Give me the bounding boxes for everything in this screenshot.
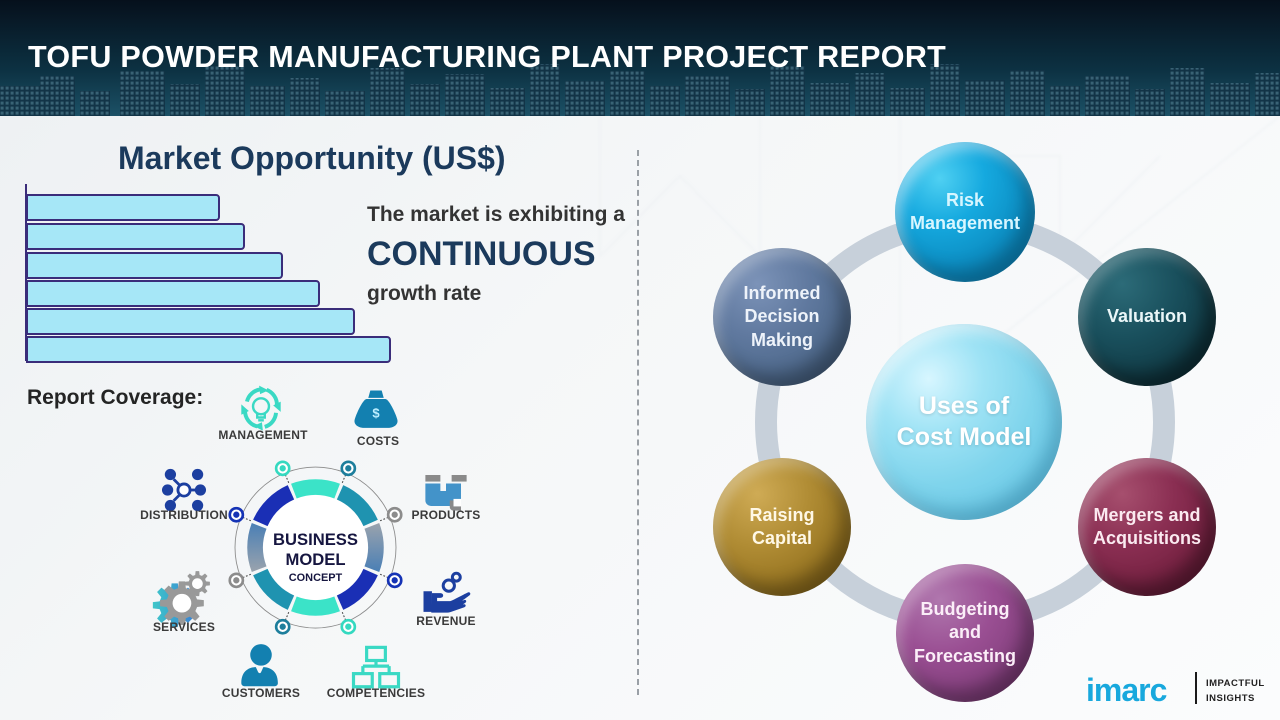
svg-text:BUSINESS: BUSINESS xyxy=(273,530,358,549)
svg-text:MODEL: MODEL xyxy=(286,550,346,569)
svg-text:$: $ xyxy=(372,405,380,420)
svg-text:CONCEPT: CONCEPT xyxy=(289,572,343,584)
